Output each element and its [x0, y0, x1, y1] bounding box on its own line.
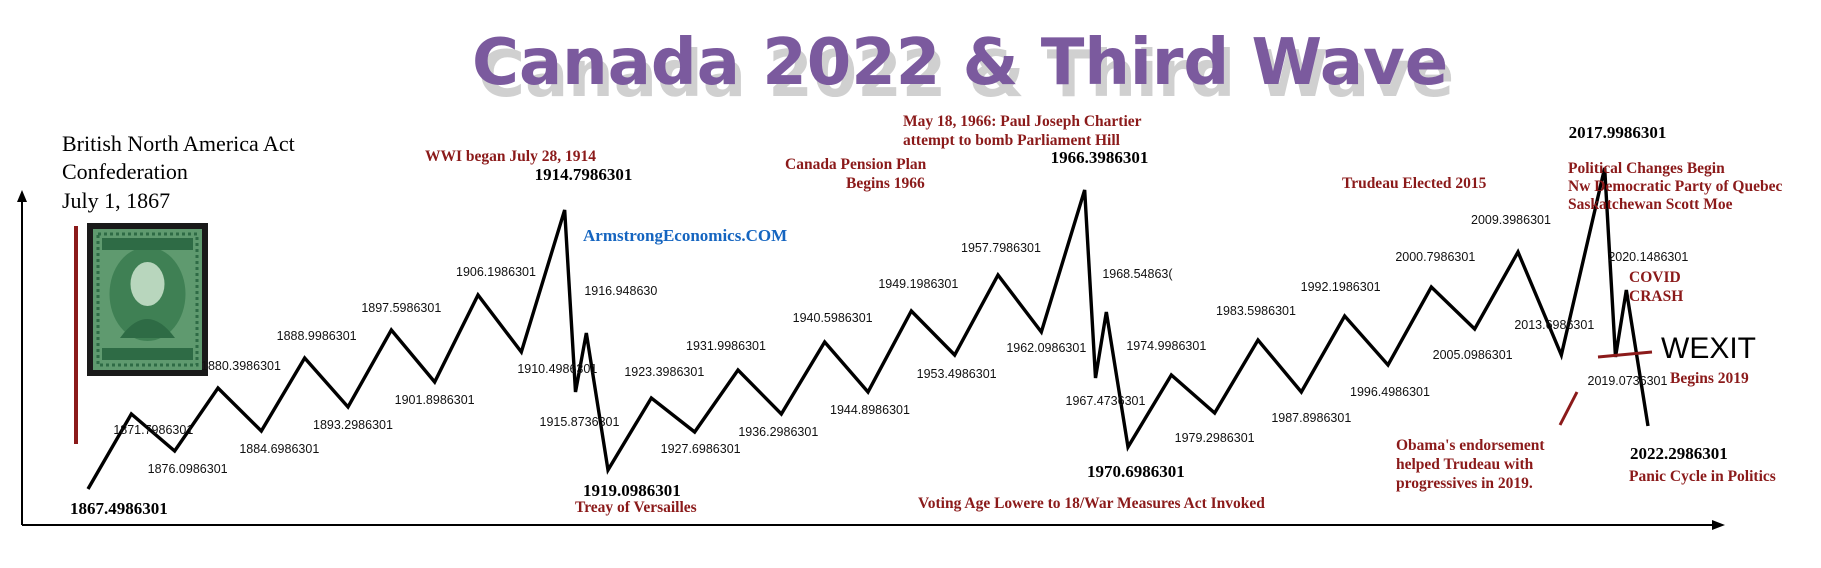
point-label-15: 1923.3986301	[624, 365, 704, 379]
annotation-panic: Panic Cycle in Politics	[1629, 468, 1776, 485]
header-note-line2: Confederation	[62, 159, 188, 184]
annotation-obama-2: helped Trudeau with	[1396, 456, 1534, 473]
point-label-32: 1987.8986301	[1271, 411, 1351, 425]
point-label-23: 1957.7986301	[961, 241, 1041, 255]
annotation-obama-3: progressives in 2019.	[1396, 475, 1533, 492]
annotation-obama-1: Obama's endorsement	[1396, 437, 1545, 454]
point-label-42: 2022.2986301	[1630, 444, 1728, 463]
annotation-versailles: Treay of Versailles	[575, 499, 697, 516]
point-label-1: 1871.7986301	[113, 423, 193, 437]
point-label-38: 2013.6986301	[1514, 318, 1594, 332]
chart-title: Canada 2022 & Third Wave	[472, 26, 1448, 100]
annotation-voting: Voting Age Lowere to 18/War Measures Act…	[918, 495, 1265, 512]
obama-pointer-line	[1558, 391, 1579, 426]
annotation-political-3: Saskatchewan Scott Moe	[1568, 196, 1733, 213]
point-label-19: 1940.5986301	[793, 311, 873, 325]
point-label-35: 2000.7986301	[1395, 250, 1475, 264]
point-label-7: 1897.5986301	[361, 301, 441, 315]
header-note-line1: British North America Act	[62, 131, 295, 156]
point-label-20: 1944.8986301	[830, 403, 910, 417]
queen-victoria-stamp-icon	[74, 223, 208, 444]
wave-series	[86, 167, 1650, 490]
annotation-political-2: Nw Democratic Party of Quebec	[1568, 178, 1782, 195]
annotation-pension-2: Begins 1966	[846, 175, 925, 192]
point-label-27: 1968.54863(	[1102, 267, 1173, 281]
point-label-0: 1867.4986301	[70, 499, 168, 518]
point-label-22: 1953.4986301	[917, 367, 997, 381]
point-label-34: 1996.4986301	[1350, 385, 1430, 399]
annotation-pension-1: Canada Pension Plan	[785, 156, 927, 173]
point-label-6: 1893.2986301	[313, 418, 393, 432]
annotation-chartier-1: May 18, 1966: Paul Joseph Chartier	[903, 113, 1142, 130]
point-labels: 1867.4986301 1871.7986301 1876.0986301 1880…	[70, 123, 1728, 518]
axes	[17, 190, 1725, 530]
point-label-30: 1979.2986301	[1175, 431, 1255, 445]
annotation-covid-2: CRASH	[1629, 288, 1683, 305]
point-label-25: 1966.3986301	[1051, 148, 1149, 167]
point-label-10: 1910.4986301	[517, 362, 597, 376]
chart-title-shadow: Canada 2022 & Third Wave	[478, 38, 1454, 112]
point-label-41: 2020.1486301	[1608, 250, 1688, 264]
annotations: WWI began July 28, 1914 Treay of Versail…	[425, 113, 1782, 516]
y-axis-arrow-icon	[17, 190, 27, 202]
point-label-24: 1962.0986301	[1006, 341, 1086, 355]
point-label-16: 1927.6986301	[661, 442, 741, 456]
header-note-line3: July 1, 1867	[62, 188, 170, 213]
annotation-trudeau: Trudeau Elected 2015	[1342, 175, 1487, 192]
annotation-chartier-2: attempt to bomb Parliament Hill	[903, 132, 1121, 149]
annotation-wexit-begins: Begins 2019	[1670, 370, 1749, 387]
point-label-4: 1884.6986301	[239, 442, 319, 456]
point-label-2: 1876.0986301	[148, 462, 228, 476]
point-label-12: 1915.8736301	[540, 415, 620, 429]
point-label-26: 1967.4736301	[1066, 394, 1146, 408]
annotation-wwi: WWI began July 28, 1914	[425, 148, 596, 165]
point-label-28: 1970.6986301	[1087, 462, 1185, 481]
point-label-29: 1974.9986301	[1126, 339, 1206, 353]
point-label-18: 1936.2986301	[738, 425, 818, 439]
point-label-21: 1949.1986301	[878, 277, 958, 291]
watermark-text: ArmstrongEconomics.COM	[583, 226, 787, 245]
annotation-covid-1: COVID	[1629, 269, 1681, 286]
point-label-8: 1901.8986301	[395, 393, 475, 407]
wave-line	[86, 167, 1650, 490]
point-label-36: 2005.0986301	[1433, 348, 1513, 362]
wexit-marker-line	[1597, 350, 1653, 359]
wexit-label: WEXIT	[1661, 332, 1756, 365]
point-label-37: 2009.3986301	[1471, 213, 1551, 227]
x-axis-arrow-icon	[1712, 520, 1725, 530]
point-label-17: 1931.9986301	[686, 339, 766, 353]
point-label-11: 1914.7986301	[535, 165, 633, 184]
point-label-40: 2019.0736301	[1588, 374, 1668, 388]
point-label-13: 1916.948630	[584, 284, 657, 298]
point-label-5: 1888.9986301	[277, 329, 357, 343]
annotation-political-1: Political Changes Begin	[1568, 160, 1725, 177]
header-note: British North America Act Confederation …	[62, 131, 295, 213]
point-label-3: 1880.3986301	[201, 359, 281, 373]
point-label-14: 1919.0986301	[583, 481, 681, 500]
point-label-33: 1992.1986301	[1301, 280, 1381, 294]
point-label-31: 1983.5986301	[1216, 304, 1296, 318]
point-label-39: 2017.9986301	[1569, 123, 1667, 142]
point-label-9: 1906.1986301	[456, 265, 536, 279]
